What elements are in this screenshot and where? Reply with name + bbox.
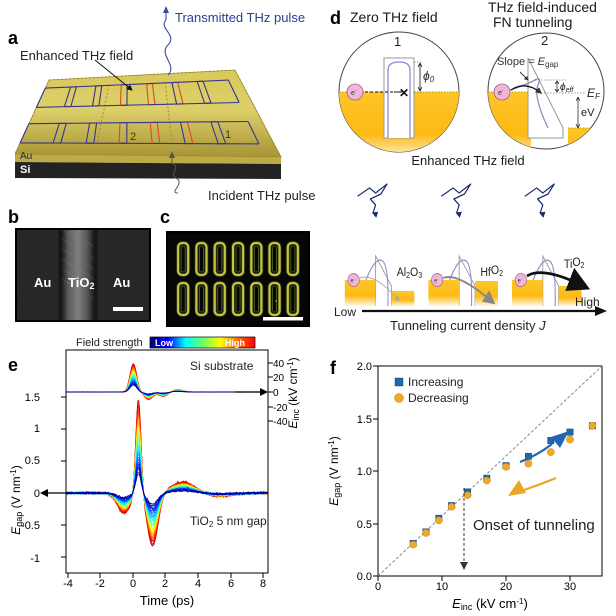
svg-text:Tunneling current density J: Tunneling current density J — [390, 318, 546, 333]
svg-text:0.5: 0.5 — [25, 455, 40, 467]
svg-text:High: High — [225, 338, 245, 348]
svg-text:1.0: 1.0 — [357, 466, 372, 478]
svg-text:-1: -1 — [30, 553, 40, 565]
svg-text:TiO2 5 nm gap: TiO2 5 nm gap — [190, 514, 267, 529]
svg-text:Low: Low — [155, 338, 174, 348]
svg-text:Al2O3: Al2O3 — [397, 266, 422, 280]
svg-text:1: 1 — [394, 34, 401, 49]
svg-text:0: 0 — [34, 488, 40, 500]
svg-text:Onset of tunneling: Onset of tunneling — [473, 517, 595, 534]
svg-text:Au: Au — [113, 275, 130, 290]
svg-text:Egap (V nm-1): Egap (V nm-1) — [327, 436, 342, 506]
svg-text:-2: -2 — [95, 578, 105, 590]
svg-text:FN tunneling: FN tunneling — [493, 14, 572, 30]
svg-text:1.5: 1.5 — [357, 414, 372, 426]
svg-text:Increasing: Increasing — [408, 375, 463, 389]
svg-text:Field strength: Field strength — [76, 337, 143, 349]
svg-text:0.5: 0.5 — [357, 519, 372, 531]
svg-text:HfO2: HfO2 — [480, 264, 503, 279]
svg-text:0: 0 — [130, 578, 136, 590]
svg-text:1: 1 — [34, 423, 40, 435]
svg-text:4: 4 — [195, 578, 201, 590]
svg-text:6: 6 — [228, 578, 234, 590]
svg-text:✕: ✕ — [399, 86, 409, 100]
svg-text:TiO2: TiO2 — [564, 256, 585, 271]
svg-text:Decreasing: Decreasing — [408, 391, 469, 405]
svg-text:2: 2 — [162, 578, 168, 590]
svg-text:Egap (V nm-1): Egap (V nm-1) — [9, 465, 24, 535]
svg-text:Au: Au — [34, 275, 51, 290]
svg-text:-4: -4 — [63, 578, 73, 590]
svg-text:0: 0 — [375, 581, 381, 593]
svg-text:0: 0 — [273, 388, 279, 399]
svg-text:Einc (kV cm-1): Einc (kV cm-1) — [452, 596, 528, 612]
svg-text:Time (ps): Time (ps) — [140, 593, 194, 608]
svg-text:0.0: 0.0 — [357, 571, 372, 583]
svg-text:High: High — [575, 295, 600, 309]
svg-text:eV: eV — [581, 107, 595, 119]
svg-text:2: 2 — [541, 33, 548, 48]
svg-text:20: 20 — [273, 373, 285, 384]
svg-text:8: 8 — [260, 578, 266, 590]
svg-text:10: 10 — [436, 581, 448, 593]
svg-text:2.0: 2.0 — [357, 361, 372, 373]
svg-text:20: 20 — [500, 581, 512, 593]
svg-text:THz field-induced: THz field-induced — [488, 0, 597, 15]
svg-text:40: 40 — [273, 359, 285, 370]
svg-text:1.5: 1.5 — [25, 392, 40, 404]
svg-text:Einc (kV cm-1): Einc (kV cm-1) — [286, 357, 301, 428]
svg-text:Zero THz field: Zero THz field — [350, 9, 438, 25]
svg-text:30: 30 — [564, 581, 576, 593]
svg-text:Low: Low — [334, 305, 356, 319]
svg-text:Si substrate: Si substrate — [190, 359, 254, 373]
